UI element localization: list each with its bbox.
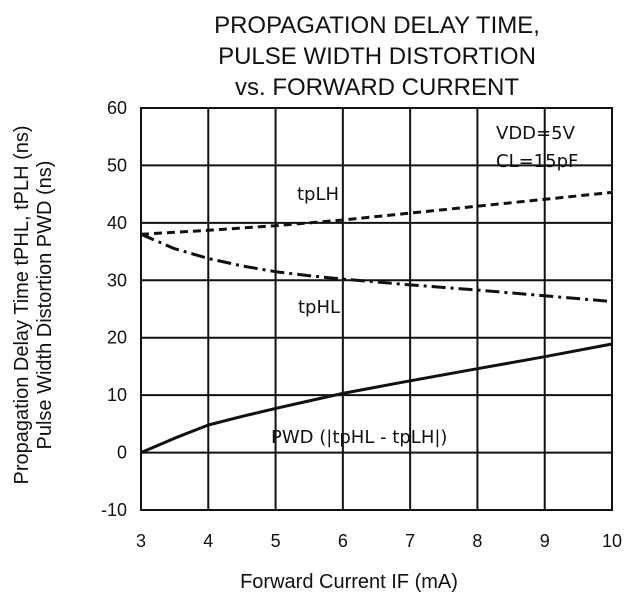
x-tick-label: 5 <box>271 531 281 551</box>
plot-area-frame <box>140 107 613 511</box>
y-tick-label: 0 <box>117 443 127 463</box>
x-tick-label: 4 <box>203 531 213 551</box>
x-axis-label: Forward Current IF (mA) <box>240 571 458 593</box>
series-label-tplh: tpLH <box>297 184 339 205</box>
y-tick-label: 10 <box>107 385 127 405</box>
x-tick-label: 8 <box>472 531 482 551</box>
x-tick-label: 7 <box>405 531 415 551</box>
annotations: VDD=5V CL=15pF tpLH tpHL PWD (|tpHL - tp… <box>271 123 578 448</box>
y-tick-label: 20 <box>107 328 127 348</box>
y-tick-label: 40 <box>107 213 127 233</box>
x-tick-label: 10 <box>602 531 622 551</box>
series-lines <box>140 190 613 454</box>
y-axis-label-line-2: Pulse Width Distortion PWD (ns) <box>34 161 56 450</box>
y-tick-label: -10 <box>101 500 127 520</box>
series-line-tphl <box>140 232 613 303</box>
condition-cl-label: CL=15pF <box>496 151 578 172</box>
y-tick-label: 50 <box>107 155 127 175</box>
series-label-pwd: PWD (|tpHL - tpLH|) <box>271 427 447 448</box>
condition-vdd-label: VDD=5V <box>496 123 576 144</box>
series-line-tplh <box>140 190 613 236</box>
y-axis-ticks: -10 0 10 20 30 40 50 60 <box>101 98 127 520</box>
x-tick-label: 3 <box>136 531 146 551</box>
x-tick-label: 9 <box>540 531 550 551</box>
y-tick-label: 60 <box>107 98 127 118</box>
x-axis-ticks: 3 4 5 6 7 8 9 10 <box>136 531 622 551</box>
chart-title: PROPAGATION DELAY TIME, PULSE WIDTH DIST… <box>214 12 540 101</box>
x-tick-label: 6 <box>338 531 348 551</box>
chart-title-line-1: PROPAGATION DELAY TIME, <box>214 12 540 39</box>
chart-title-line-3: vs. FORWARD CURRENT <box>235 74 519 101</box>
grid-lines <box>140 107 613 511</box>
chart-title-line-2: PULSE WIDTH DISTORTION <box>218 43 536 70</box>
y-axis-label-line-1: Propagation Delay Time tPHL, tPLH (ns) <box>11 125 33 484</box>
series-label-tphl: tpHL <box>298 297 340 318</box>
y-tick-label: 30 <box>107 270 127 290</box>
y-axis-label: Propagation Delay Time tPHL, tPLH (ns) P… <box>11 125 56 484</box>
series-line-pwd <box>140 342 613 454</box>
